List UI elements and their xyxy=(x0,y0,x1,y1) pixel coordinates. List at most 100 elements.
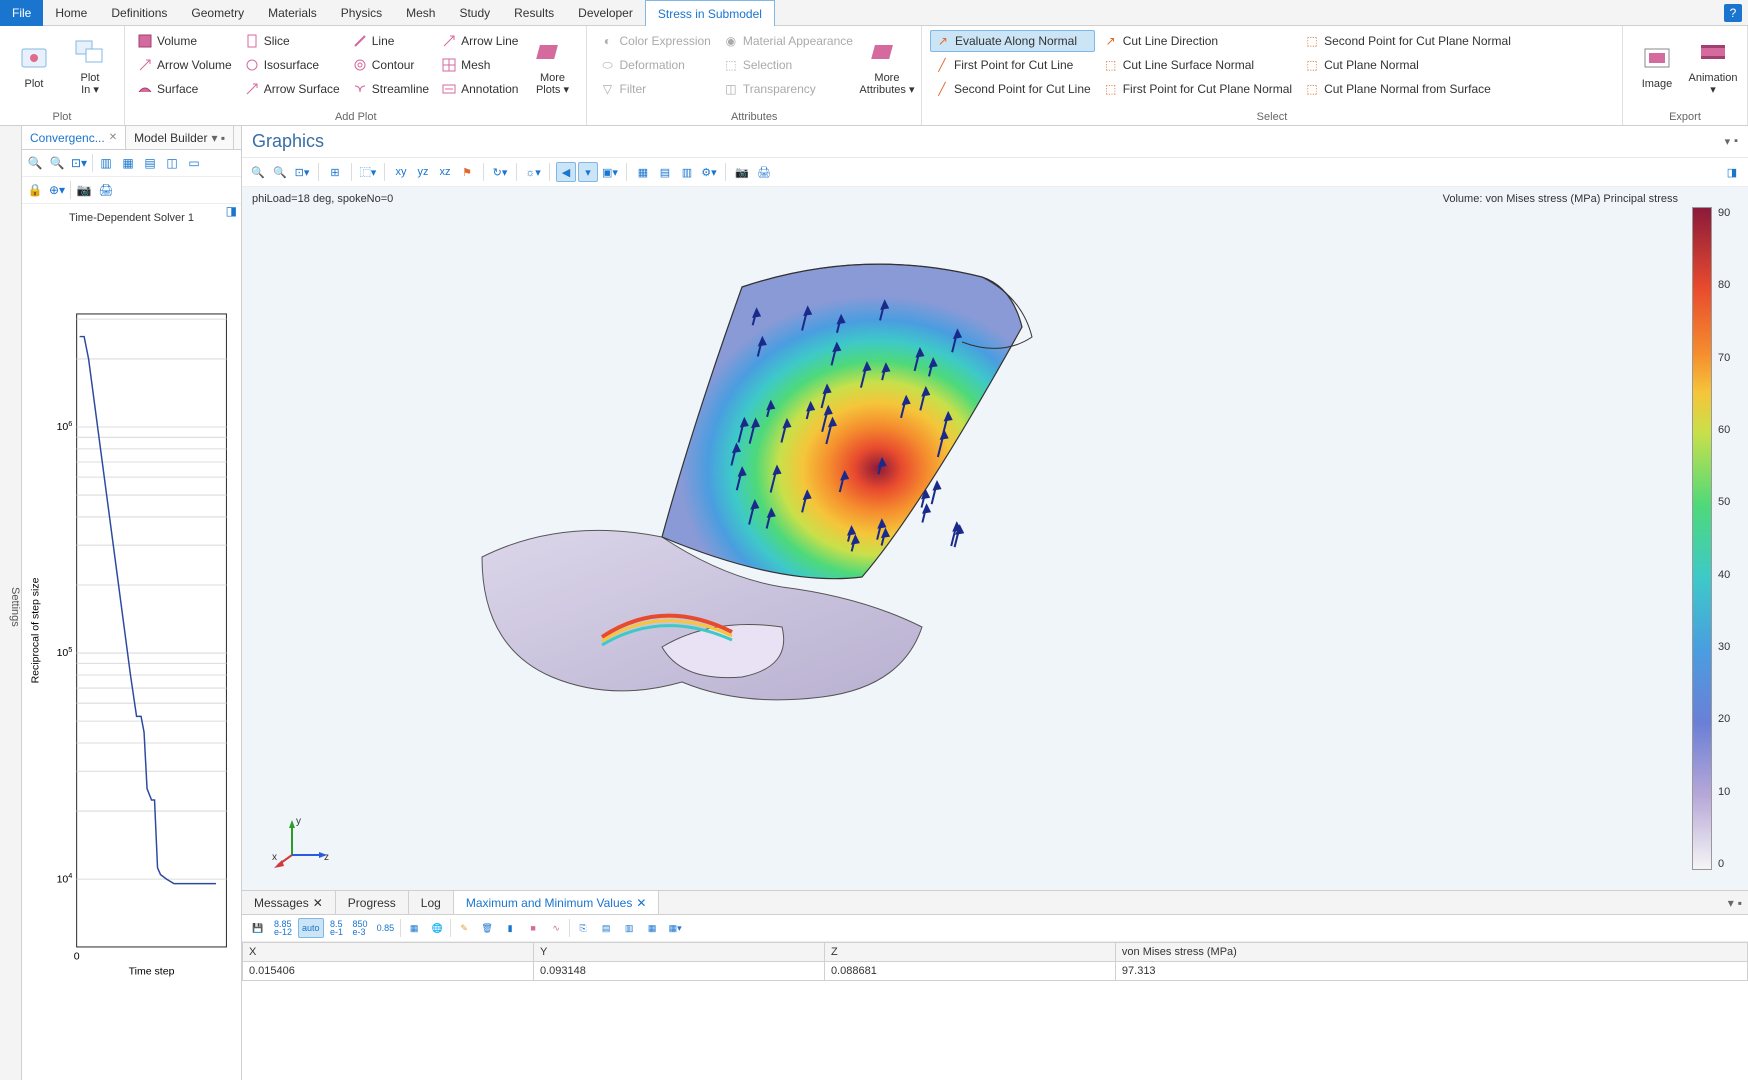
bt-globe-icon[interactable]: 🌐 xyxy=(427,918,447,938)
gt-zoom-ext-icon[interactable]: ⊡▾ xyxy=(292,162,312,182)
layout2-icon[interactable]: ▦ xyxy=(119,154,137,172)
camera-icon[interactable]: 📷 xyxy=(75,181,93,199)
layout3-icon[interactable]: ▤ xyxy=(141,154,159,172)
bt-tbl2-icon[interactable]: ▥ xyxy=(619,918,639,938)
bottom-min-icon[interactable]: ▾ xyxy=(1728,896,1734,910)
tab-definitions[interactable]: Definitions xyxy=(99,0,179,26)
isosurface-button[interactable]: Isosurface xyxy=(240,54,344,76)
cut-line-surface-normal-button[interactable]: ⬚Cut Line Surface Normal xyxy=(1099,54,1296,76)
gt-xz-icon[interactable]: xz xyxy=(435,162,455,182)
tab-mesh[interactable]: Mesh xyxy=(394,0,447,26)
bt-save-icon[interactable]: 💾 xyxy=(248,918,268,938)
canvas[interactable]: phiLoad=18 deg, spokeNo=0 Volume: von Mi… xyxy=(242,187,1688,890)
volume-button[interactable]: Volume xyxy=(133,30,236,52)
close-icon[interactable]: ✕ xyxy=(636,891,646,915)
mesh-plot-button[interactable]: Mesh xyxy=(437,54,522,76)
gt-xy-icon[interactable]: xy xyxy=(391,162,411,182)
arrow-volume-button[interactable]: Arrow Volume xyxy=(133,54,236,76)
gt-grid2-icon[interactable]: ▤ xyxy=(655,162,675,182)
arrow-line-button[interactable]: Arrow Line xyxy=(437,30,522,52)
gt-yz-icon[interactable]: yz xyxy=(413,162,433,182)
bt-tbl3-icon[interactable]: ▦ xyxy=(642,918,662,938)
cut-line-direction-button[interactable]: ↗Cut Line Direction xyxy=(1099,30,1296,52)
first-point-cut-line-button[interactable]: ╱First Point for Cut Line xyxy=(930,54,1095,76)
tab-messages[interactable]: Messages✕ xyxy=(242,891,336,914)
gt-detach-icon[interactable]: ◨ xyxy=(1722,162,1742,182)
gt-cube-icon[interactable]: ▣▾ xyxy=(600,162,620,182)
bt-fmt2[interactable]: 8.5 e-1 xyxy=(327,918,347,938)
animation-button[interactable]: Animation ▾ xyxy=(1687,30,1739,102)
tab-physics[interactable]: Physics xyxy=(329,0,394,26)
close-panel-icon[interactable]: ▪ xyxy=(1734,135,1738,148)
gt-grid3-icon[interactable]: ▥ xyxy=(677,162,697,182)
second-point-cut-plane-normal-button[interactable]: ⬚Second Point for Cut Plane Normal xyxy=(1300,30,1515,52)
line-button[interactable]: Line xyxy=(348,30,433,52)
bt-trash-icon[interactable]: 🗑 xyxy=(477,918,497,938)
bt-grid-icon[interactable]: ▦ xyxy=(404,918,424,938)
bt-fmt1[interactable]: 8.85 e-12 xyxy=(271,918,295,938)
bt-fmt4[interactable]: 0.85 xyxy=(374,918,398,938)
lock-icon[interactable]: 🔒 xyxy=(26,181,44,199)
tab-progress[interactable]: Progress xyxy=(336,891,409,914)
tab-file[interactable]: File xyxy=(0,0,43,26)
layout5-icon[interactable]: ▭ xyxy=(185,154,203,172)
settings-vtab[interactable]: Settings xyxy=(0,126,22,1080)
bt-tbl4-icon[interactable]: ▦▾ xyxy=(665,918,685,938)
first-point-cut-plane-normal-button[interactable]: ⬚First Point for Cut Plane Normal xyxy=(1099,78,1296,100)
gt-flag-icon[interactable]: ⚑ xyxy=(457,162,477,182)
second-point-cut-line-button[interactable]: ╱Second Point for Cut Line xyxy=(930,78,1095,100)
tab-developer[interactable]: Developer xyxy=(566,0,645,26)
tab-stress-submodel[interactable]: Stress in Submodel xyxy=(645,0,775,26)
bt-wave-icon[interactable]: ∿ xyxy=(546,918,566,938)
zoom-extents-icon[interactable]: ⊡▾ xyxy=(70,154,88,172)
help-button[interactable]: ? xyxy=(1724,4,1742,22)
cut-plane-normal-surface-button[interactable]: ⬚Cut Plane Normal from Surface xyxy=(1300,78,1515,100)
tab-log[interactable]: Log xyxy=(409,891,454,914)
streamline-button[interactable]: Streamline xyxy=(348,78,433,100)
zoom-out-icon[interactable]: 🔍 xyxy=(48,154,66,172)
layout4-icon[interactable]: ◫ xyxy=(163,154,181,172)
table-row[interactable]: 0.0154060.0931480.08868197.313 xyxy=(243,962,1748,981)
bt-pencil-icon[interactable]: ✎ xyxy=(454,918,474,938)
contour-button[interactable]: Contour xyxy=(348,54,433,76)
surface-button[interactable]: Surface xyxy=(133,78,236,100)
gt-zoom-out-icon[interactable]: 🔍 xyxy=(270,162,290,182)
plot-in-button[interactable]: Plot In ▾ xyxy=(64,30,116,102)
bottom-pin-icon[interactable]: ▪ xyxy=(1738,896,1742,910)
arrow-surface-button[interactable]: Arrow Surface xyxy=(240,78,344,100)
tab-max-min[interactable]: Maximum and Minimum Values✕ xyxy=(454,891,660,914)
gt-box-icon[interactable]: ⊞ xyxy=(325,162,345,182)
tab-materials[interactable]: Materials xyxy=(256,0,329,26)
zoom-in-icon[interactable]: 🔍 xyxy=(26,154,44,172)
tab-study[interactable]: Study xyxy=(447,0,502,26)
more-attributes-button[interactable]: More Attributes ▾ xyxy=(861,30,913,102)
tab-home[interactable]: Home xyxy=(43,0,99,26)
cut-plane-normal-button[interactable]: ⬚Cut Plane Normal xyxy=(1300,54,1515,76)
gt-axes-icon[interactable]: ⿸▾ xyxy=(358,162,378,182)
close-convergence-icon[interactable]: ✕ xyxy=(109,126,117,150)
bt-fmt3[interactable]: 850 e-3 xyxy=(350,918,371,938)
gt-rotate-icon[interactable]: ↻▾ xyxy=(490,162,510,182)
gt-camera-icon[interactable]: 📷 xyxy=(732,162,752,182)
tab-model-builder[interactable]: Model Builder ▾ ▪ xyxy=(126,126,234,149)
bt-bars-icon[interactable]: ▮ xyxy=(500,918,520,938)
bt-copy-icon[interactable]: ⎘ xyxy=(573,918,593,938)
bt-tbl1-icon[interactable]: ▤ xyxy=(596,918,616,938)
evaluate-along-normal-button[interactable]: ↗Evaluate Along Normal xyxy=(930,30,1095,52)
gt-sel1b-icon[interactable]: ▾ xyxy=(578,162,598,182)
target-icon[interactable]: ⊕▾ xyxy=(48,181,66,199)
more-plots-button[interactable]: More Plots ▾ xyxy=(526,30,578,102)
close-icon[interactable]: ✕ xyxy=(313,891,323,915)
annotation-button[interactable]: Annotation xyxy=(437,78,522,100)
table-header[interactable]: Z xyxy=(824,943,1115,962)
tab-results[interactable]: Results xyxy=(502,0,566,26)
layout1-icon[interactable]: ▥ xyxy=(97,154,115,172)
gt-zoom-in-icon[interactable]: 🔍 xyxy=(248,162,268,182)
gt-grid1-icon[interactable]: ▦ xyxy=(633,162,653,182)
tab-convergence[interactable]: Convergenc...✕ xyxy=(22,126,126,149)
minimize-icon[interactable]: ▾ xyxy=(1725,135,1731,148)
bt-fmt-auto[interactable]: auto xyxy=(298,918,324,938)
table-header[interactable]: X xyxy=(243,943,534,962)
gt-sel1-icon[interactable]: ◀ xyxy=(556,162,576,182)
bt-square-icon[interactable]: ■ xyxy=(523,918,543,938)
